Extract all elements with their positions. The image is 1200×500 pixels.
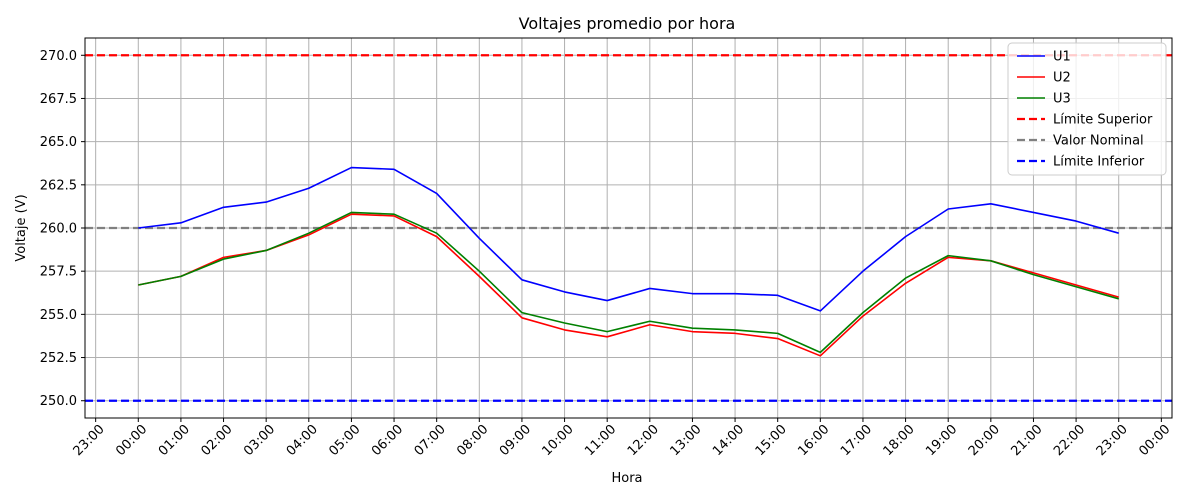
x-tick-label: 21:00 xyxy=(1008,422,1045,459)
legend-label: U2 xyxy=(1053,71,1071,86)
x-tick-label: 06:00 xyxy=(369,422,406,459)
x-tick-label: 09:00 xyxy=(497,422,534,459)
y-tick-label: 262.5 xyxy=(40,178,77,193)
x-tick-label: 02:00 xyxy=(199,422,236,459)
x-tick-label: 10:00 xyxy=(540,422,577,459)
x-tick-label: 01:00 xyxy=(156,422,193,459)
x-tick-label: 00:00 xyxy=(1136,422,1173,459)
x-tick-label: 11:00 xyxy=(582,422,619,459)
y-tick-label: 267.5 xyxy=(40,92,77,107)
x-tick-label: 20:00 xyxy=(966,422,1003,459)
x-tick-label: 19:00 xyxy=(923,422,960,459)
y-axis-ticks: 250.0 252.5 255.0 257.5 260.0 262.5 265.0 267.5… xyxy=(40,49,85,409)
legend-box xyxy=(1007,42,1167,176)
x-tick-label: 05:00 xyxy=(326,422,363,459)
y-tick-label: 255.0 xyxy=(40,308,77,323)
x-tick-label: 23:00 xyxy=(71,422,108,459)
x-tick-label: 17:00 xyxy=(838,422,875,459)
legend-label: Valor Nominal xyxy=(1053,134,1144,149)
x-tick-label: 18:00 xyxy=(881,422,918,459)
reference-lines xyxy=(85,54,1172,402)
x-axis-label: Hora xyxy=(611,471,642,486)
x-tick-label: 12:00 xyxy=(625,422,662,459)
y-tick-label: 265.0 xyxy=(40,135,77,150)
x-tick-label: 03:00 xyxy=(241,422,278,459)
legend-label: U1 xyxy=(1053,50,1071,65)
y-tick-label: 257.5 xyxy=(40,265,77,280)
series-line-u2 xyxy=(138,213,1119,357)
y-tick-label: 250.0 xyxy=(40,394,77,409)
legend-items: U1 U2 U3 Límite Superior Valor Nominal Límite… xyxy=(1017,50,1153,170)
series-line-u3 xyxy=(138,211,1119,354)
legend-label: U3 xyxy=(1053,92,1071,107)
x-axis-ticks: 23:00 00:00 01:00 02:00 03:00 04:00 05:00 06:00… xyxy=(71,418,1173,459)
x-tick-label: 16:00 xyxy=(795,422,832,459)
x-tick-label: 04:00 xyxy=(284,422,321,459)
x-tick-label: 08:00 xyxy=(454,422,491,459)
x-tick-label: 14:00 xyxy=(710,422,747,459)
y-axis-label: Voltaje (V) xyxy=(14,194,29,261)
legend: U1 U2 U3 Límite Superior Valor Nominal Límite… xyxy=(1007,42,1167,176)
x-tick-label: 00:00 xyxy=(113,422,150,459)
x-tick-label: 23:00 xyxy=(1094,422,1131,459)
x-tick-label: 15:00 xyxy=(753,422,790,459)
chart-title: Voltajes promedio por hora xyxy=(519,14,736,33)
legend-label: Límite Superior xyxy=(1053,113,1153,128)
x-tick-label: 07:00 xyxy=(412,422,449,459)
y-tick-label: 270.0 xyxy=(40,49,77,64)
legend-label: Límite Inferior xyxy=(1053,155,1145,170)
y-tick-label: 260.0 xyxy=(40,222,77,237)
series-line-u1 xyxy=(138,166,1119,312)
x-tick-label: 22:00 xyxy=(1051,422,1088,459)
y-tick-label: 252.5 xyxy=(40,351,77,366)
series-lines xyxy=(138,166,1119,357)
x-tick-label: 13:00 xyxy=(667,422,704,459)
